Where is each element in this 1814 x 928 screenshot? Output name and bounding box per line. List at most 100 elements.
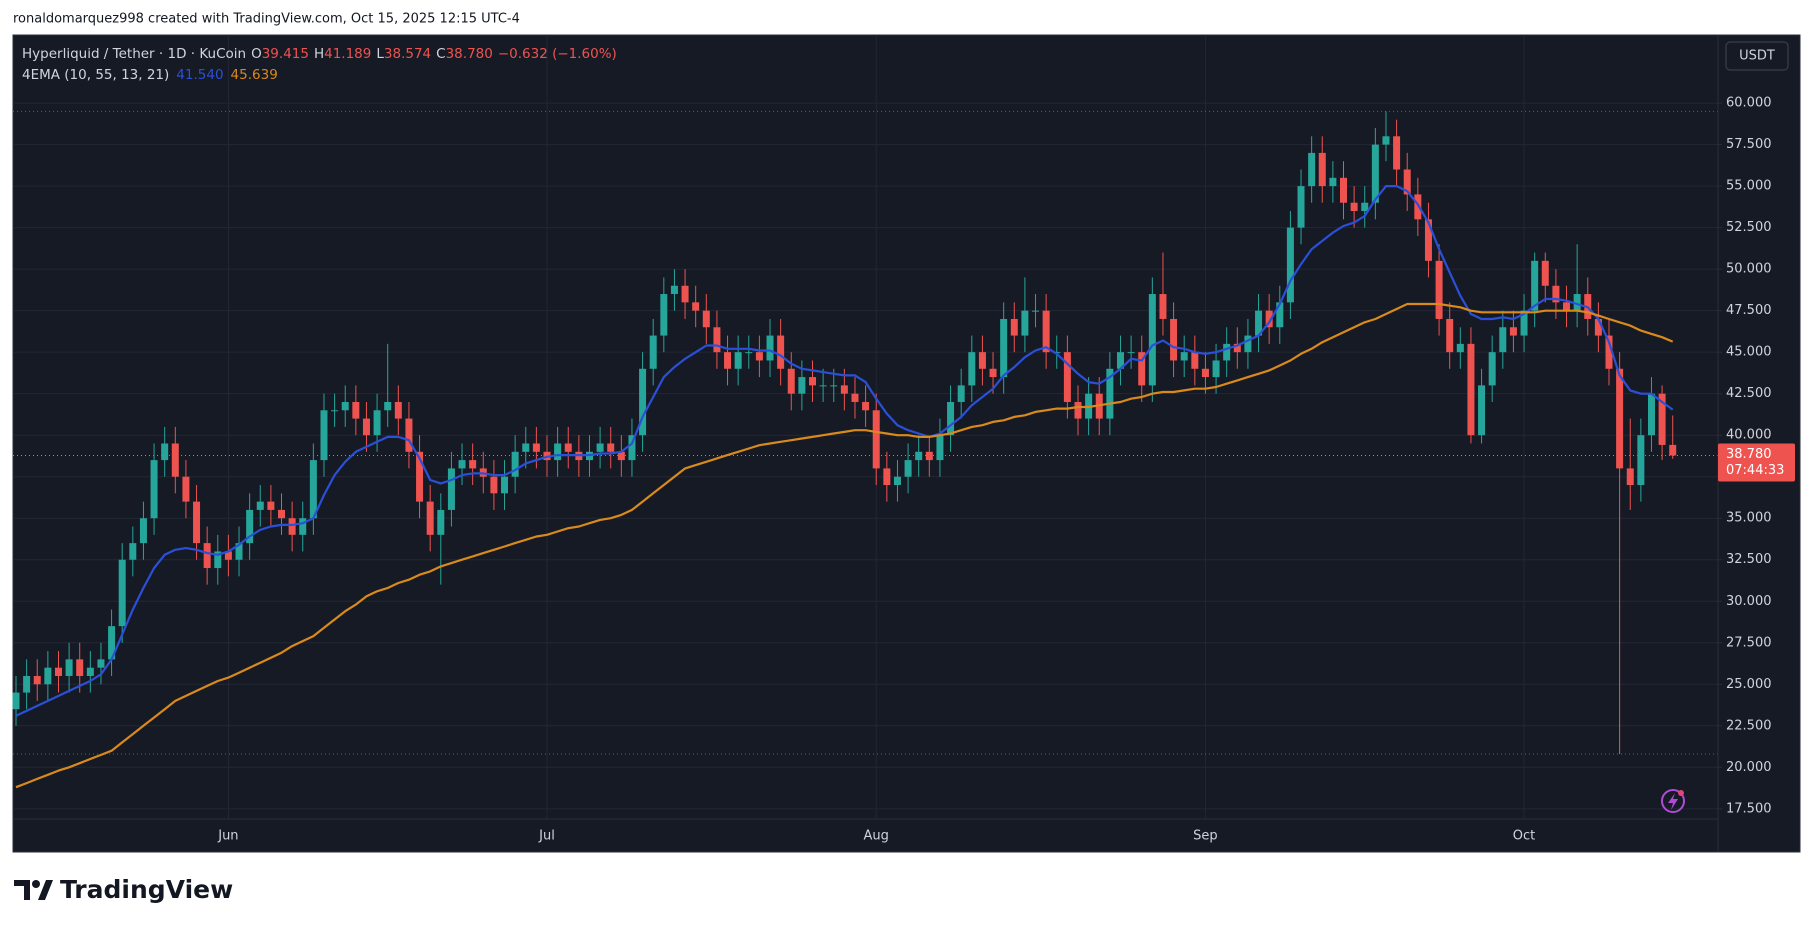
candle-body xyxy=(1403,169,1411,195)
candle-body xyxy=(978,352,986,369)
candle-body xyxy=(639,368,647,436)
ema-line xyxy=(15,185,1674,717)
y-tick-label: 17.500 xyxy=(1726,801,1772,816)
candle-body xyxy=(607,443,615,452)
candle-body xyxy=(426,501,434,535)
candle-body xyxy=(1371,144,1379,203)
logo-slash xyxy=(38,880,53,900)
candle-body xyxy=(1509,327,1517,336)
y-tick-label: 42.500 xyxy=(1726,386,1772,401)
x-tick-label: Oct xyxy=(1513,829,1535,844)
candle-body xyxy=(1032,310,1040,312)
y-tick-label: 47.500 xyxy=(1726,303,1772,318)
candle-body xyxy=(1350,202,1358,212)
candle-body xyxy=(1563,302,1571,311)
x-tick-label: Jun xyxy=(217,829,238,844)
candle-body xyxy=(1435,260,1443,319)
candle-body xyxy=(54,667,62,676)
candle-body xyxy=(1106,368,1114,419)
candle-body xyxy=(522,443,530,452)
candle-body xyxy=(1159,294,1167,319)
candle-body xyxy=(1148,294,1156,386)
candle-body xyxy=(617,451,625,461)
candle-body xyxy=(947,401,955,436)
currency-badge xyxy=(1725,41,1789,71)
candle-body xyxy=(1127,352,1135,354)
candle-body xyxy=(798,377,806,394)
candle-body xyxy=(309,460,317,519)
y-tick-label: 27.500 xyxy=(1726,635,1772,650)
y-tick-label: 52.500 xyxy=(1726,220,1772,235)
candle-body xyxy=(246,509,254,544)
x-tick-label: Jul xyxy=(538,829,555,844)
footer-logo: TradingView xyxy=(14,875,233,904)
candle-body xyxy=(1021,310,1029,336)
candle-body xyxy=(394,401,402,419)
ohlc-value: 38.574 xyxy=(384,46,431,62)
candle-body xyxy=(1170,318,1178,361)
candle-body xyxy=(734,352,742,369)
candle-body xyxy=(532,443,540,452)
candle-body xyxy=(139,518,147,544)
candle-body xyxy=(1467,343,1475,436)
candle-body xyxy=(1063,352,1071,402)
candle-body xyxy=(267,501,275,510)
candle-body xyxy=(1361,202,1369,212)
symbol-legend: Hyperliquid / Tether · 1D · KuCoin O39.41… xyxy=(22,46,617,62)
candle-body xyxy=(352,401,360,419)
candle-body xyxy=(660,294,668,336)
candle-body xyxy=(161,443,169,461)
candle-body xyxy=(1520,310,1528,336)
candle-body xyxy=(840,385,848,394)
attribution: ronaldomarquez998 created with TradingVi… xyxy=(13,12,520,27)
alert-bolt xyxy=(1668,793,1678,810)
candle-body xyxy=(405,418,413,452)
candle-body xyxy=(288,518,296,535)
last-price-label: 38.780 xyxy=(1726,447,1772,462)
candle-body xyxy=(224,551,232,560)
chart-panel xyxy=(12,34,1801,853)
candle-body xyxy=(904,460,912,477)
candle-body xyxy=(692,302,700,311)
candle-body xyxy=(182,476,190,502)
candle-body xyxy=(118,559,126,627)
candle-body xyxy=(1042,310,1050,353)
candle-body xyxy=(129,543,137,560)
alert-ring xyxy=(1661,789,1685,813)
candle-body xyxy=(936,435,944,461)
candle-body xyxy=(830,385,838,387)
candle-body xyxy=(872,410,880,469)
candle-body xyxy=(1573,294,1581,311)
candle-body xyxy=(1191,352,1199,369)
candle-body xyxy=(681,285,689,303)
candle-body xyxy=(893,476,901,486)
candle-body xyxy=(362,418,370,436)
candle-body xyxy=(150,460,158,519)
logo-text: TradingView xyxy=(60,875,233,904)
candle-body xyxy=(341,401,349,411)
candle-body xyxy=(1616,368,1624,469)
legend: Hyperliquid / Tether · 1D · KuCoin O39.41… xyxy=(22,46,617,83)
candle-body xyxy=(883,468,891,486)
x-tick-label: Sep xyxy=(1193,829,1218,844)
indicator-value: 45.639 xyxy=(231,67,278,83)
candle-body xyxy=(256,501,264,510)
candle-body xyxy=(925,451,933,461)
ohlc-key: L xyxy=(376,46,384,62)
change: −0.632 (−1.60%) xyxy=(498,46,617,62)
candle-body xyxy=(1637,435,1645,486)
candle-body xyxy=(23,675,31,693)
candle-body xyxy=(1244,335,1252,353)
y-tick-label: 30.000 xyxy=(1726,594,1772,609)
candle-body xyxy=(862,401,870,411)
candle-body xyxy=(989,368,997,378)
candle-body xyxy=(76,659,84,676)
candle-body xyxy=(44,667,52,685)
candle-body xyxy=(1000,318,1008,378)
indicator-label: 4EMA (10, 55, 13, 21) xyxy=(22,67,169,83)
candle-body xyxy=(490,476,498,494)
indicator-legend: 4EMA (10, 55, 13, 21) 41.540 45.639 xyxy=(22,67,278,83)
candle-body xyxy=(97,659,105,668)
countdown-label: 07:44:33 xyxy=(1726,463,1784,478)
candle-body xyxy=(171,443,179,477)
